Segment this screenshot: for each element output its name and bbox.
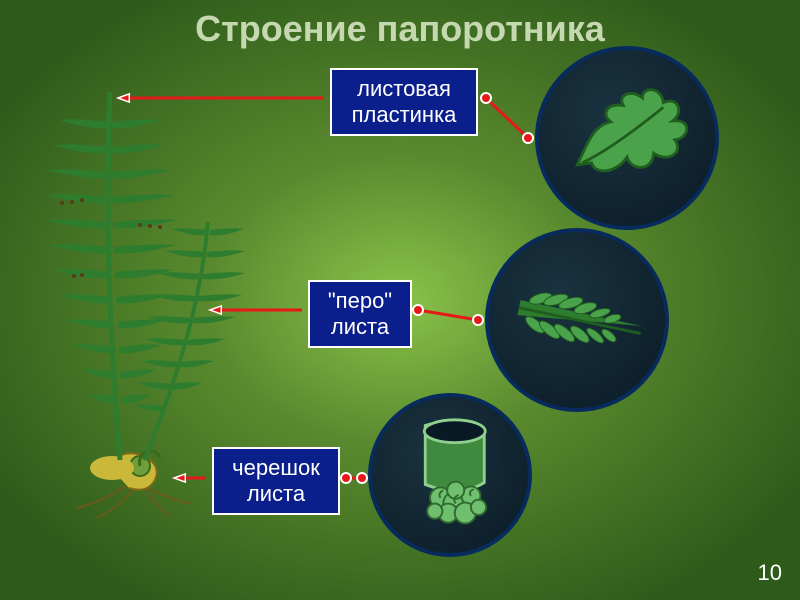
label-pinna-line2: листа	[320, 314, 400, 340]
detail-circle-leaf-blade	[535, 46, 719, 230]
label-leaf-blade-line2: пластинка	[342, 102, 466, 128]
label-petiole: черешок листа	[212, 447, 340, 515]
label-petiole-line1: черешок	[224, 455, 328, 481]
detail-circle-pinna	[485, 228, 669, 412]
page-number: 10	[758, 560, 782, 586]
page-title: Строение папоротника	[0, 8, 800, 50]
detail-circle-petiole	[368, 393, 532, 557]
label-leaf-blade-line1: листовая	[342, 76, 466, 102]
label-leaf-blade: листовая пластинка	[330, 68, 478, 136]
label-pinna: "перо" листа	[308, 280, 412, 348]
label-petiole-line2: листа	[224, 481, 328, 507]
label-pinna-line1: "перо"	[320, 288, 400, 314]
